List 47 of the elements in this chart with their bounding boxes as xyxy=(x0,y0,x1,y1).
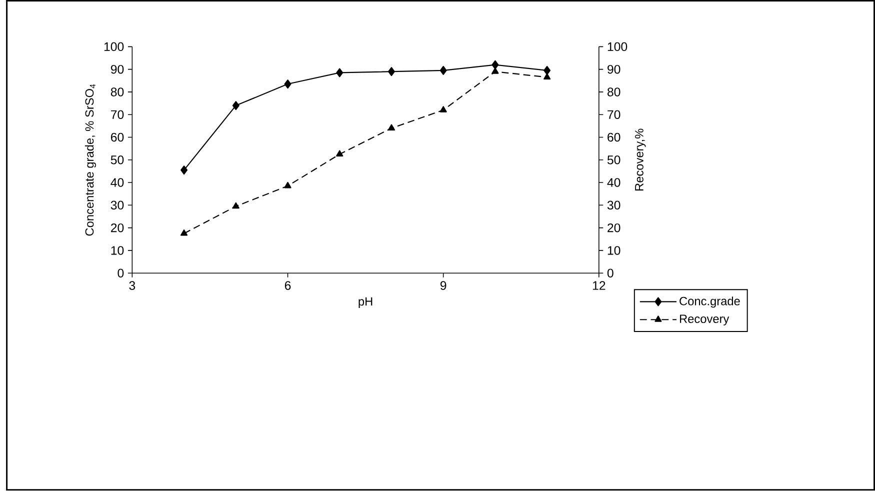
y2-tick-label: 80 xyxy=(608,88,620,97)
y2-tick-label: 100 xyxy=(608,42,628,52)
y-tick-label: 80 xyxy=(110,88,124,97)
y2-tick-label: 10 xyxy=(608,246,620,256)
y2-axis-title: Recovery,% xyxy=(635,128,646,191)
x-tick-label: 12 xyxy=(592,281,606,290)
legend-label: Recovery xyxy=(680,314,730,326)
point xyxy=(544,66,551,76)
y2-tick-label: 40 xyxy=(607,178,620,188)
point xyxy=(544,73,551,80)
x-tick-label: 6 xyxy=(284,281,291,290)
point xyxy=(388,67,395,76)
point xyxy=(284,80,292,89)
point xyxy=(232,101,240,110)
y-tick-label: 90 xyxy=(110,65,124,74)
y-tick-label: 60 xyxy=(110,133,124,142)
y-tick-label: 50 xyxy=(110,156,124,164)
y2-tick-label: 90 xyxy=(608,65,620,74)
point xyxy=(492,60,499,70)
point xyxy=(440,106,447,113)
y-tick-label: 10 xyxy=(111,246,124,256)
point xyxy=(440,66,447,76)
legend-label: Conc.grade xyxy=(680,296,740,308)
x-tick-label: 9 xyxy=(440,281,446,290)
y2-tick-label: 70 xyxy=(608,110,620,120)
y2-tick-label: 30 xyxy=(607,201,620,210)
y-tick-label: 30 xyxy=(110,201,124,210)
x-axis-title: pH xyxy=(358,298,372,308)
point xyxy=(180,230,188,236)
y-tick-label: 40 xyxy=(110,178,124,188)
point xyxy=(336,150,344,157)
x-tick-label: 3 xyxy=(129,281,136,290)
y-tick-label: 100 xyxy=(104,42,124,52)
y-tick-label: 20 xyxy=(110,224,124,232)
point xyxy=(492,68,499,74)
y2-tick-label: 0 xyxy=(607,268,614,278)
y-axis-title: Concentrate grade, % SrSO$_{4}$ xyxy=(84,84,96,236)
point xyxy=(284,182,292,188)
y2-tick-label: 20 xyxy=(608,224,620,232)
y-tick-label: 70 xyxy=(111,110,124,120)
point xyxy=(388,124,396,131)
point xyxy=(336,68,344,78)
point xyxy=(180,166,188,175)
point xyxy=(232,202,240,209)
y2-tick-label: 50 xyxy=(607,156,620,164)
y-tick-label: 0 xyxy=(118,268,124,278)
y2-tick-label: 60 xyxy=(608,133,620,142)
